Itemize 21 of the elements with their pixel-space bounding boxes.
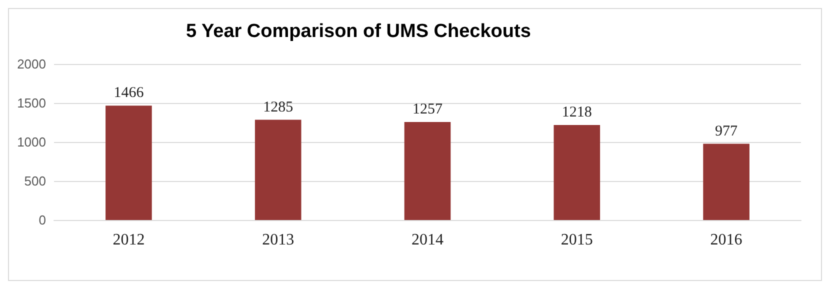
y-tick-label: 2000	[17, 56, 46, 72]
x-tick-label: 2012	[112, 232, 145, 248]
chart-title: 5 Year Comparison of UMS Checkouts	[186, 21, 531, 42]
x-tick-label: 2014	[412, 232, 444, 248]
bar	[404, 122, 451, 220]
data-label: 1218	[562, 104, 592, 120]
x-tick-label: 2015	[560, 232, 593, 248]
bar	[554, 124, 600, 220]
x-tick-label: 2016	[710, 232, 742, 248]
y-tick-label: 500	[24, 174, 46, 188]
data-label: 1466	[114, 85, 144, 102]
y-tick-label: 1000	[17, 134, 46, 150]
data-label: 977	[715, 123, 738, 140]
x-tick-label: 2013	[262, 232, 294, 248]
bar	[703, 144, 750, 220]
bar	[254, 120, 302, 220]
bar	[106, 106, 152, 220]
data-label: 1257	[412, 101, 443, 118]
y-tick-label: 0	[38, 212, 46, 228]
data-label: 1285	[263, 99, 294, 116]
y-tick-label: 1500	[17, 96, 46, 110]
